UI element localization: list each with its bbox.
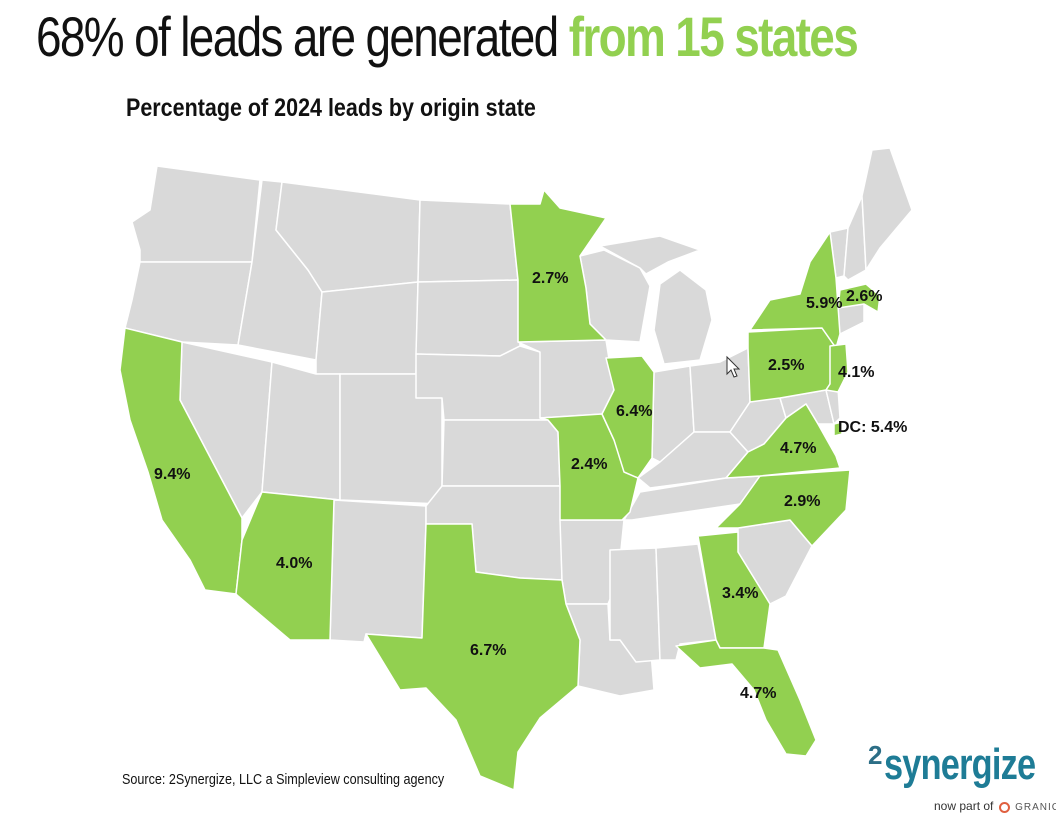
state-new-hampshire [843, 195, 867, 281]
state-texas [365, 523, 581, 791]
state-illinois [601, 355, 655, 479]
state-dc [833, 421, 843, 437]
page-title: 68% of leads are generated from 15 state… [36, 4, 859, 69]
synergize-logo: 2 synergize now part of GRANICUS [866, 736, 1056, 825]
label-california: 9.4% [154, 466, 190, 483]
source-note: Source: 2Synergize, LLC a Simpleview con… [122, 771, 445, 788]
logo-number: 2 [868, 740, 883, 770]
label-new-jersey: 4.1% [838, 364, 874, 381]
state-wyoming [315, 281, 419, 375]
label-arizona: 4.0% [276, 555, 312, 572]
state-california [119, 327, 243, 595]
state-florida [675, 639, 817, 757]
title-main: 68% of leads are generated [36, 5, 559, 68]
label-missouri: 2.4% [571, 456, 607, 473]
label-texas: 6.7% [470, 642, 506, 659]
label-dc: DC: 5.4% [838, 419, 907, 436]
state-kansas [441, 419, 561, 487]
label-north-carolina: 2.9% [784, 493, 820, 510]
label-minnesota: 2.7% [532, 270, 568, 287]
state-virginia [725, 403, 841, 479]
state-new-york [749, 231, 841, 349]
state-washington [131, 165, 261, 263]
state-new-jersey [825, 343, 849, 393]
label-florida: 4.7% [740, 685, 776, 702]
state-north-carolina [715, 469, 851, 547]
label-pennsylvania: 2.5% [768, 357, 804, 374]
state-alabama [655, 543, 717, 661]
logo-tagline: now part of GRANICUS [934, 799, 1056, 813]
state-new-mexico [329, 499, 427, 643]
label-georgia: 3.4% [722, 585, 758, 602]
state-arizona [235, 491, 341, 641]
map-subtitle: Percentage of 2024 leads by origin state [126, 94, 536, 122]
label-new-york: 5.9% [806, 295, 842, 312]
logo-tag-text: now part of [934, 799, 994, 813]
state-massachusetts [837, 283, 881, 313]
state-colorado [339, 373, 443, 505]
logo-partner: GRANICUS [1015, 802, 1056, 813]
state-utah [261, 361, 341, 501]
state-north-dakota [417, 199, 519, 283]
label-massachusetts: 2.6% [846, 288, 882, 305]
title-accent: from 15 states [568, 5, 859, 68]
state-minnesota [509, 189, 607, 343]
label-virginia: 4.7% [780, 440, 816, 457]
label-illinois: 6.4% [616, 403, 652, 420]
state-maine [861, 147, 913, 271]
granicus-icon [998, 802, 1010, 813]
logo-wordmark: synergize [884, 740, 1036, 789]
state-michigan [599, 235, 713, 365]
mouse-cursor-icon [726, 355, 741, 378]
state-south-dakota [415, 279, 521, 357]
